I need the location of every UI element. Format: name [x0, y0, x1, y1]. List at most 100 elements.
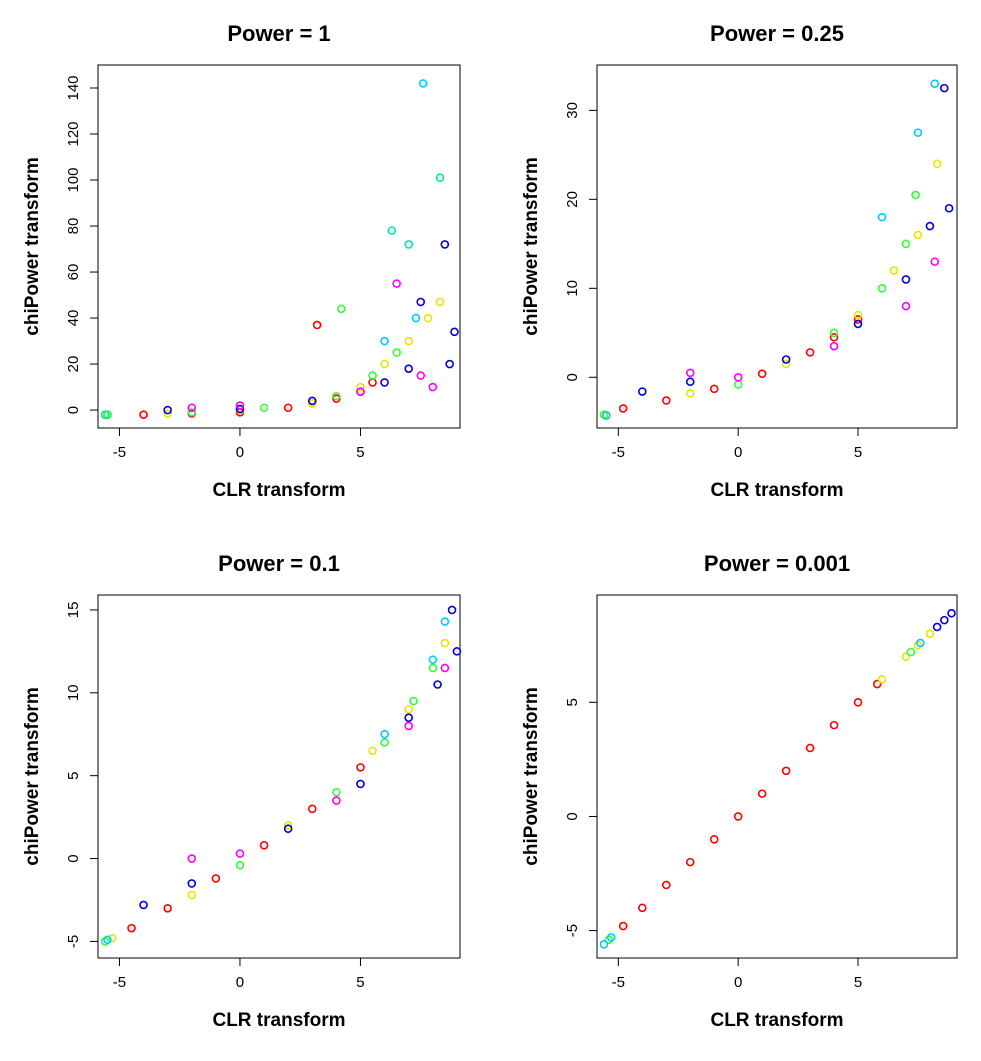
- point: [602, 411, 611, 420]
- point: [889, 266, 899, 275]
- point: [604, 935, 614, 945]
- point: [932, 622, 942, 632]
- plot-frame: [97, 594, 461, 959]
- point: [637, 903, 647, 913]
- point: [435, 297, 445, 307]
- point: [901, 301, 911, 311]
- y-tick-label: 0: [564, 373, 581, 381]
- point: [661, 396, 671, 405]
- point: [163, 903, 172, 913]
- point: [103, 935, 112, 945]
- point: [781, 355, 791, 364]
- y-tick-label: 15: [65, 602, 82, 619]
- x-tick-label: 5: [854, 444, 862, 461]
- point: [307, 804, 317, 814]
- plot-frame: [596, 594, 958, 959]
- point: [445, 359, 454, 369]
- point: [368, 371, 377, 380]
- point: [187, 890, 197, 900]
- point: [380, 378, 389, 387]
- point: [911, 190, 920, 200]
- y-axis-label: chiPower transform: [22, 687, 43, 865]
- panel-title: Power = 0.1: [218, 551, 340, 576]
- point: [877, 212, 887, 222]
- point: [939, 83, 949, 93]
- point: [163, 409, 172, 418]
- x-tick-label: -5: [113, 974, 126, 991]
- point: [435, 173, 445, 183]
- point: [853, 319, 863, 329]
- point: [404, 364, 413, 373]
- x-tick-label: 5: [356, 974, 364, 991]
- point: [637, 387, 647, 396]
- point: [781, 359, 791, 369]
- x-tick-label: 0: [236, 974, 244, 991]
- point: [211, 874, 221, 883]
- point: [428, 382, 438, 392]
- point: [428, 663, 438, 673]
- point: [781, 766, 791, 776]
- panel-title: Power = 0.001: [704, 551, 850, 576]
- point: [829, 332, 839, 342]
- point: [163, 405, 172, 415]
- x-tick-label: -5: [612, 974, 625, 991]
- point: [418, 79, 428, 88]
- point: [409, 696, 418, 706]
- point: [235, 860, 245, 870]
- y-tick-label: 30: [564, 102, 581, 119]
- point: [829, 341, 839, 351]
- point: [829, 328, 839, 338]
- point: [606, 933, 616, 942]
- point: [235, 849, 245, 858]
- point: [440, 663, 450, 673]
- y-tick-label: 140: [65, 75, 82, 100]
- y-tick-label: 5: [564, 698, 581, 706]
- point: [368, 378, 377, 387]
- point: [428, 655, 438, 664]
- y-tick-label: 20: [65, 356, 82, 373]
- point: [925, 629, 935, 639]
- y-tick-label: 0: [65, 854, 82, 862]
- point: [661, 880, 671, 890]
- point: [411, 313, 421, 323]
- y-tick-label: 120: [65, 121, 82, 146]
- panel-title: Power = 1: [227, 21, 330, 46]
- point: [404, 336, 413, 346]
- point: [404, 713, 413, 722]
- point: [450, 327, 459, 337]
- point: [733, 812, 743, 821]
- point: [906, 647, 916, 657]
- point: [336, 304, 346, 314]
- point: [916, 638, 925, 648]
- x-axis-label: CLR transform: [212, 480, 345, 501]
- point: [599, 940, 609, 949]
- point: [356, 779, 365, 789]
- point: [913, 128, 923, 137]
- point: [127, 923, 136, 933]
- point: [853, 310, 863, 320]
- point: [380, 729, 389, 739]
- point: [685, 857, 695, 867]
- point: [356, 387, 365, 396]
- y-tick-label: 40: [65, 310, 82, 327]
- plot-frame: [97, 64, 461, 429]
- point: [685, 368, 695, 378]
- point: [380, 336, 389, 346]
- point: [100, 410, 110, 419]
- point: [356, 382, 365, 392]
- point: [356, 763, 365, 772]
- point: [901, 652, 911, 661]
- panel-title: Power = 0.25: [710, 21, 844, 46]
- point: [447, 605, 457, 615]
- point: [709, 834, 719, 844]
- y-tick-label: -5: [65, 935, 82, 948]
- x-axis-label: CLR transform: [710, 480, 843, 501]
- point: [235, 404, 245, 414]
- point: [709, 384, 719, 394]
- point: [913, 230, 923, 240]
- point: [930, 79, 940, 88]
- x-tick-label: 5: [854, 974, 862, 991]
- y-tick-label: 20: [564, 191, 581, 208]
- point: [947, 608, 956, 618]
